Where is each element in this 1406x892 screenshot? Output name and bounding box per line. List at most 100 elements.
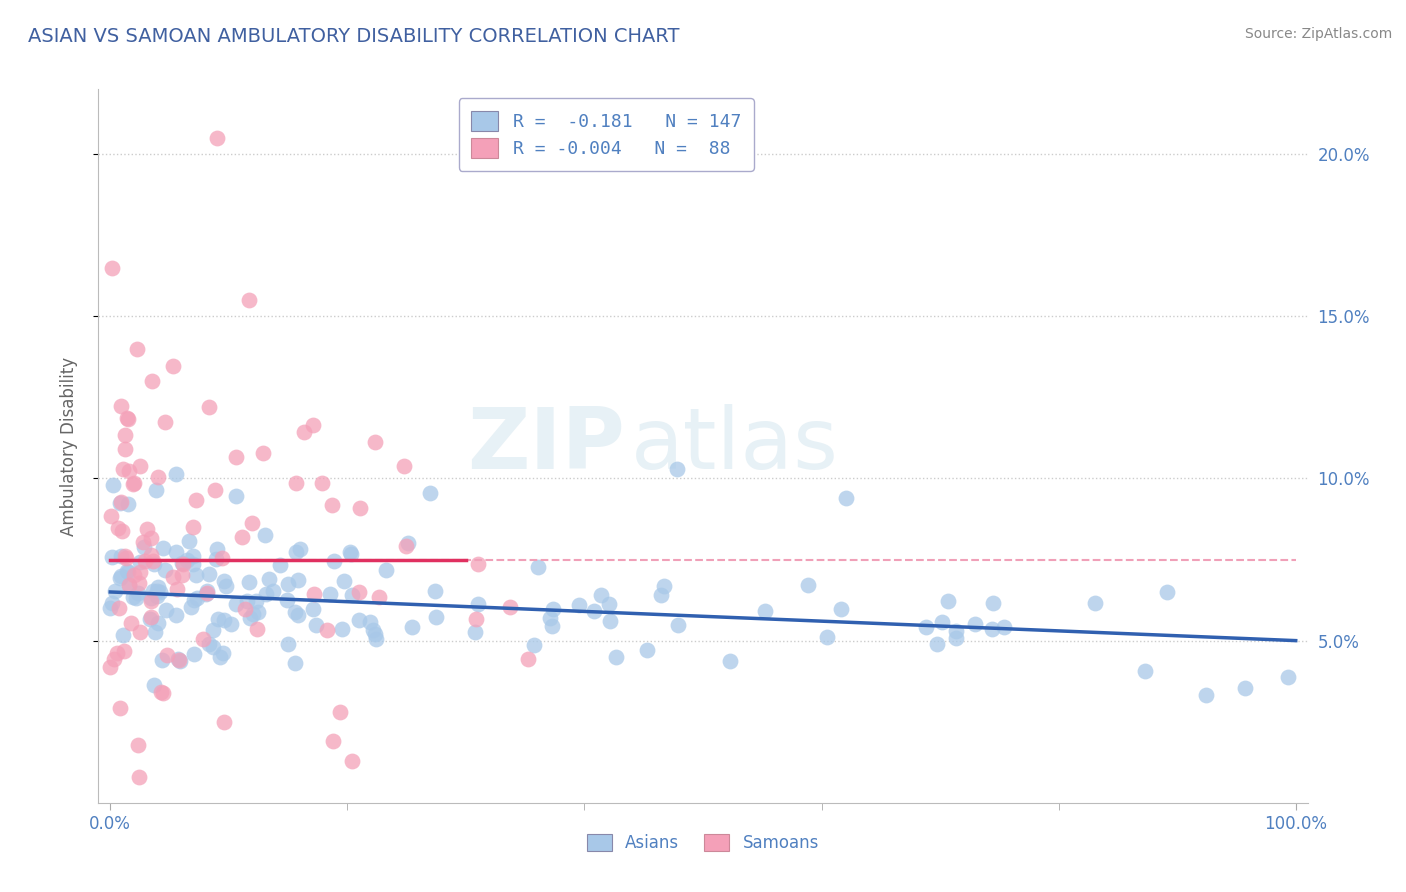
Point [148,469,170,483]
Text: Source: ZipAtlas.com: Source: ZipAtlas.com [1244,27,1392,41]
Point [1133,664,1156,678]
Point [349,613,371,627]
Point [359,615,381,629]
Text: atlas: atlas [630,404,838,488]
Point [342,754,364,768]
Point [128,575,150,590]
Point [156,648,179,663]
Point [110,399,132,413]
Point [141,532,163,546]
Point [517,652,540,666]
Point [184,493,207,508]
Point [204,483,226,497]
Point [246,622,269,636]
Point [136,522,159,536]
Point [636,642,658,657]
Point [292,425,315,440]
Point [143,625,166,640]
Point [925,637,948,651]
Point [212,714,235,729]
Point [139,610,162,624]
Point [186,568,208,582]
Point [128,770,150,784]
Point [146,580,169,594]
Point [329,706,352,720]
Point [368,590,391,604]
Point [330,622,353,636]
Point [172,557,194,571]
Point [142,584,165,599]
Point [333,574,356,589]
Point [207,612,229,626]
Point [202,640,225,654]
Point [150,685,173,699]
Point [186,591,208,605]
Point [205,131,228,145]
Point [246,605,269,619]
Point [122,475,145,490]
Point [100,600,122,615]
Point [132,534,155,549]
Point [197,566,219,581]
Point [277,637,299,651]
Point [238,293,260,307]
Point [654,578,676,592]
Point [132,541,155,555]
Point [139,612,162,626]
Point [108,571,131,585]
Point [301,418,323,433]
Point [150,653,173,667]
Point [117,565,139,579]
Point [394,459,416,474]
Point [963,617,986,632]
Point [117,410,139,425]
Point [122,590,145,604]
Point [208,649,231,664]
Point [288,541,311,556]
Point [527,560,550,574]
Point [276,593,298,607]
Point [396,536,419,550]
Point [118,464,141,478]
Point [117,411,139,425]
Point [155,603,177,617]
Point [107,521,129,535]
Point [180,599,202,614]
Point [316,623,339,637]
Point [128,625,150,640]
Point [165,467,187,481]
Point [1277,670,1299,684]
Point [146,589,169,603]
Point [1156,585,1178,599]
Point [153,415,176,429]
Point [117,497,139,511]
Point [467,557,489,571]
Point [197,400,219,414]
Point [170,556,193,570]
Point [128,459,150,474]
Point [401,620,423,634]
Point [666,618,689,632]
Point [665,461,688,475]
Point [499,599,522,614]
Point [122,477,145,491]
Point [239,610,262,624]
Point [166,582,188,596]
Point [245,593,267,607]
Point [284,656,307,670]
Point [349,500,371,515]
Point [205,552,228,566]
Point [238,574,260,589]
Point [127,586,149,600]
Point [112,643,135,657]
Point [375,563,398,577]
Point [240,516,263,531]
Point [568,598,591,612]
Point [541,619,564,633]
Point [118,578,141,592]
Point [111,462,134,476]
Point [936,594,959,608]
Point [122,568,145,582]
Point [141,548,163,562]
Point [363,627,385,641]
